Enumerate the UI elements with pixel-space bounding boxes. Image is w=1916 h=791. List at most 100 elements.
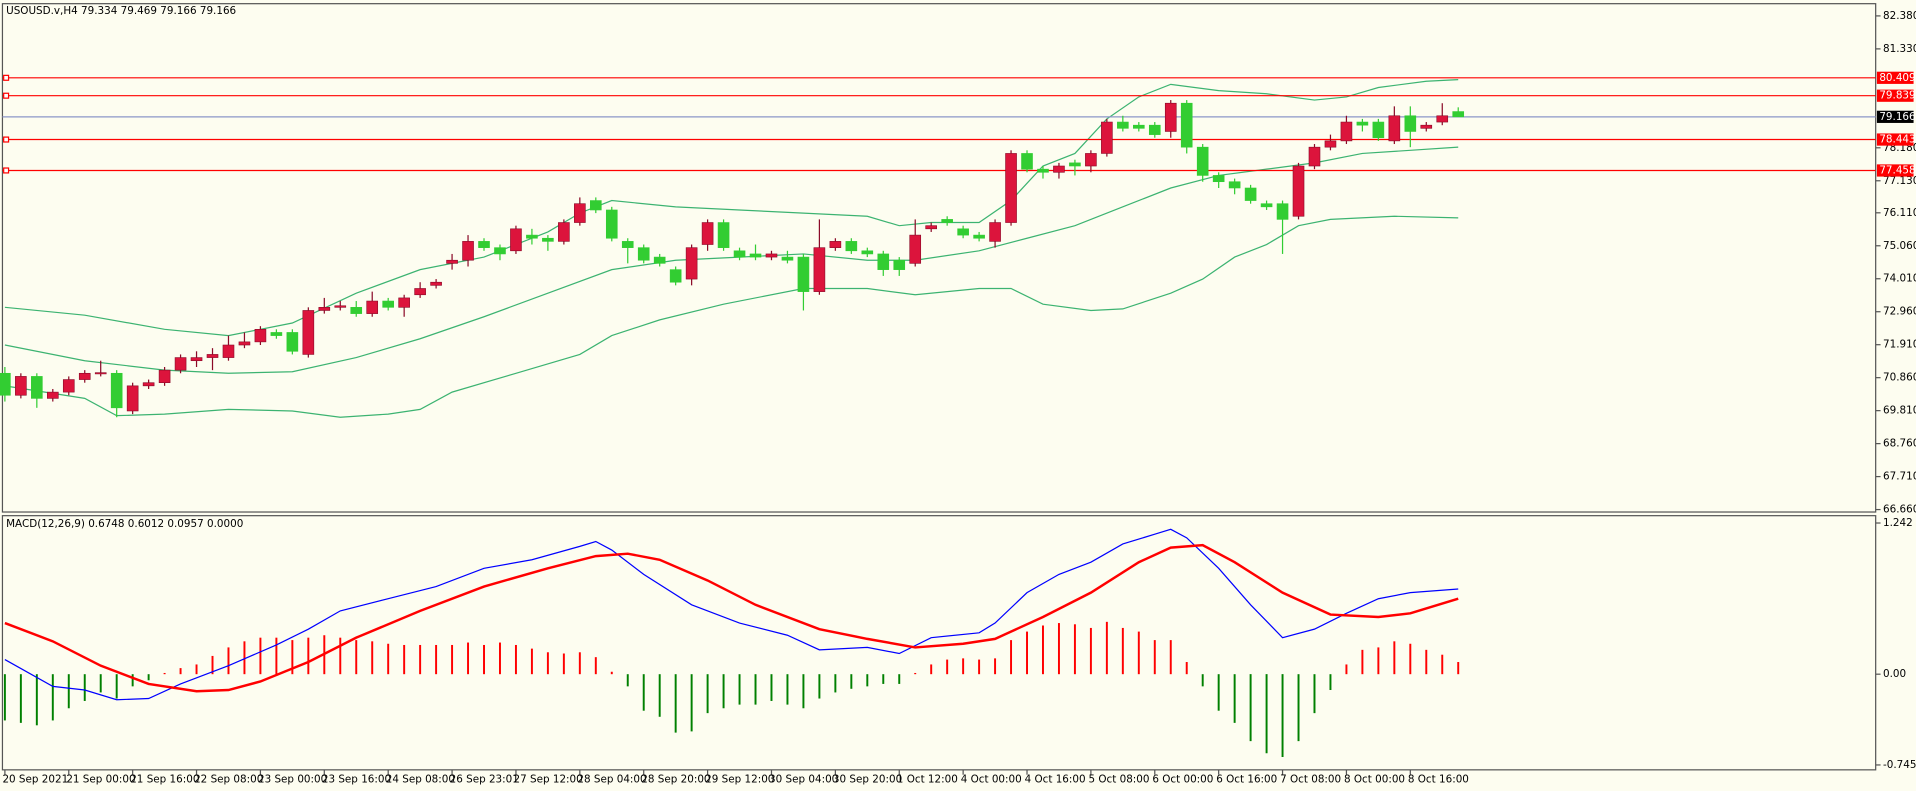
candle-body (542, 237, 554, 242)
candle-body (957, 228, 969, 236)
candle-body (717, 222, 730, 248)
candle-body (1420, 124, 1433, 129)
x-tick-label: 7 Oct 08:00 (1280, 774, 1341, 786)
candle-body (749, 253, 762, 258)
level-marker (3, 74, 10, 81)
x-tick-label: 27 Sep 12:00 (514, 774, 583, 786)
candle-body (1117, 121, 1129, 129)
x-tick-label: 28 Sep 20:00 (641, 774, 710, 786)
x-tick-label: 20 Sep 2021 (2, 774, 68, 786)
candle-body (430, 281, 442, 286)
x-tick-label: 6 Oct 16:00 (1216, 774, 1277, 786)
candle-body (510, 228, 522, 252)
candle-body (126, 385, 139, 412)
x-tick-label: 24 Sep 08:00 (386, 774, 455, 786)
candle-body (110, 372, 123, 409)
x-tick-label: 28 Sep 04:00 (577, 774, 646, 786)
indicator-title: MACD(12,26,9) 0.6748 0.6012 0.0957 0.000… (6, 518, 243, 530)
candle-body (1005, 153, 1017, 223)
x-tick-label: 30 Sep 04:00 (769, 774, 838, 786)
candle-body (781, 256, 794, 261)
candle-body (1308, 146, 1321, 167)
y-tick-label: 72.960 (1883, 306, 1916, 318)
y-tick-label: 0.00 (1883, 668, 1906, 680)
signal-line (4, 543, 1459, 693)
level-label: 78.443 (1879, 134, 1915, 146)
candle-body (1244, 187, 1257, 201)
candle-body (733, 250, 746, 258)
candle-body (31, 376, 43, 399)
candle-body (1324, 140, 1337, 148)
candle-body (574, 203, 586, 223)
candle-body (669, 269, 682, 283)
candle-body (174, 357, 187, 371)
candle-body (302, 310, 315, 355)
candle-body (685, 247, 698, 280)
candle-body (1436, 115, 1449, 123)
x-tick-label: 22 Sep 08:00 (194, 774, 263, 786)
y-tick-label: 68.760 (1883, 438, 1916, 450)
candle-body (989, 222, 1001, 242)
x-tick-label: 29 Sep 12:00 (705, 774, 774, 786)
level-label: 80.409 (1879, 72, 1915, 84)
bollinger-band (4, 79, 1459, 337)
x-tick-label: 5 Oct 08:00 (1088, 774, 1149, 786)
candle-body (605, 209, 618, 239)
candle-body (877, 253, 890, 270)
main-pane (1, 3, 1877, 513)
candle-body (334, 305, 347, 308)
level-marker (3, 92, 10, 99)
candle-body (701, 222, 714, 245)
candle-body (1196, 146, 1209, 176)
macd-pane (1, 515, 1877, 771)
candle-body (1164, 102, 1177, 132)
candle-body (1212, 175, 1225, 183)
candle-body (62, 379, 75, 393)
candle-body (478, 241, 490, 248)
candle-body (925, 225, 937, 230)
level-label-box (1876, 133, 1914, 146)
candle-body (653, 256, 666, 264)
candle-body (1021, 153, 1033, 170)
candle-body (206, 354, 219, 358)
candle-body (797, 256, 810, 292)
candle-body (446, 259, 458, 264)
candle-body (78, 372, 91, 380)
candle-body (829, 241, 842, 248)
candle-body (765, 253, 778, 258)
x-tick-label: 6 Oct 00:00 (1152, 774, 1213, 786)
candle-body (1276, 203, 1289, 220)
candle-body (1292, 165, 1305, 217)
candle-body (1340, 121, 1353, 142)
candle-body (1180, 102, 1193, 148)
candle-body (414, 288, 426, 296)
candle-body (637, 247, 650, 261)
chart-title: USOUSD.v,H4 79.334 79.469 79.166 79.166 (6, 5, 236, 17)
candle-body (1372, 121, 1385, 139)
x-tick-label: 8 Oct 16:00 (1408, 774, 1469, 786)
y-tick-label: 71.910 (1883, 339, 1916, 351)
y-tick-label: 69.810 (1883, 405, 1916, 417)
y-tick-label: 66.660 (1883, 504, 1916, 516)
candle-body (286, 332, 299, 352)
candle-body (46, 391, 59, 399)
x-tick-label: 30 Sep 20:00 (833, 774, 902, 786)
y-tick-label: 76.110 (1883, 207, 1916, 219)
candle-body (1085, 153, 1097, 167)
level-label: 79.839 (1879, 90, 1915, 102)
candle-body (861, 250, 874, 255)
candle-body (142, 382, 155, 387)
current-price-label: 79.166 (1879, 111, 1915, 123)
x-tick-label: 23 Sep 16:00 (322, 774, 391, 786)
candle-body (238, 341, 251, 346)
candle-body (15, 376, 27, 396)
candle-body (1148, 124, 1161, 135)
y-tick-label: 74.010 (1883, 273, 1916, 285)
level-marker (3, 167, 10, 174)
candle-body (190, 357, 203, 362)
candle-body (350, 307, 363, 314)
candle-body (1133, 124, 1145, 129)
candle-body (1452, 111, 1465, 118)
